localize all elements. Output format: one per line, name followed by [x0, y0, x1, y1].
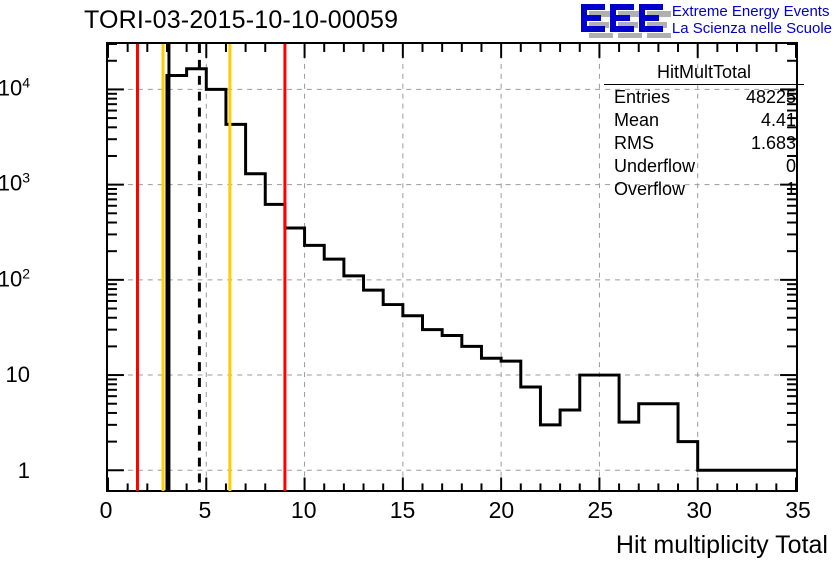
- eee-logo-text: Extreme Energy Events La Scienza nelle S…: [672, 2, 832, 38]
- logo-line-2: La Scienza nelle Scuole: [671, 19, 832, 37]
- x-tick-label-6: 30: [686, 497, 712, 523]
- stats-value: 1: [785, 178, 796, 199]
- stats-row-rms: RMS 1.683: [604, 131, 804, 154]
- histogram-curve: [165, 67, 796, 492]
- stats-key: Underflow: [614, 155, 696, 176]
- stats-box-rows: Entries 48225 Mean 4.41 RMS 1.683 Underflow 0 Ov…: [604, 85, 804, 200]
- logo-line-1: Extreme Energy Events: [671, 3, 830, 20]
- stats-row-overflow: Overflow 1: [604, 177, 804, 200]
- stats-row-entries: Entries 48225: [604, 85, 804, 108]
- plot-frame: [106, 42, 798, 492]
- y-tick-label-2: 102: [0, 265, 30, 292]
- x-axis-title: Hit multiplicity Total: [615, 531, 828, 559]
- stats-box: HitMultTotal Entries 48225 Mean 4.41 RMS 1.68…: [604, 63, 804, 200]
- stats-value: 0: [785, 155, 796, 176]
- stats-box-title: HitMultTotal: [604, 63, 804, 85]
- stats-value: 4.41: [760, 109, 796, 130]
- y-tick-label-1: 10: [5, 361, 30, 387]
- x-tick-label-0: 0: [99, 497, 113, 523]
- grid-layer: [108, 44, 796, 492]
- stats-row-mean: Mean 4.41: [604, 108, 804, 131]
- marker-lines-layer: [135, 44, 287, 492]
- stats-key: Overflow: [614, 178, 686, 199]
- x-tick-label-2: 10: [290, 497, 317, 523]
- stats-value: 1.683: [750, 132, 796, 153]
- stats-key: Entries: [614, 86, 671, 107]
- eee-logo-mark: [580, 2, 671, 40]
- stats-value: 48225: [745, 86, 796, 107]
- y-tick-label-0: 1: [17, 457, 30, 483]
- stats-row-underflow: Underflow 0: [604, 154, 804, 177]
- x-tick-label-3: 15: [389, 497, 416, 523]
- stats-key: Mean: [614, 109, 660, 130]
- page-title: TORI-03-2015-10-10-00059: [84, 6, 399, 34]
- x-tick-label-5: 25: [587, 497, 614, 523]
- y-tick-label-3: 103: [0, 169, 30, 197]
- x-tick-label-1: 5: [198, 497, 212, 523]
- y-tick-label-4: 104: [0, 74, 30, 101]
- x-tick-label-4: 20: [488, 497, 515, 523]
- stats-key: RMS: [614, 132, 654, 153]
- x-tick-label-7: 35: [785, 497, 811, 523]
- eee-logo: Extreme Energy Events La Scienza nelle S…: [580, 2, 832, 40]
